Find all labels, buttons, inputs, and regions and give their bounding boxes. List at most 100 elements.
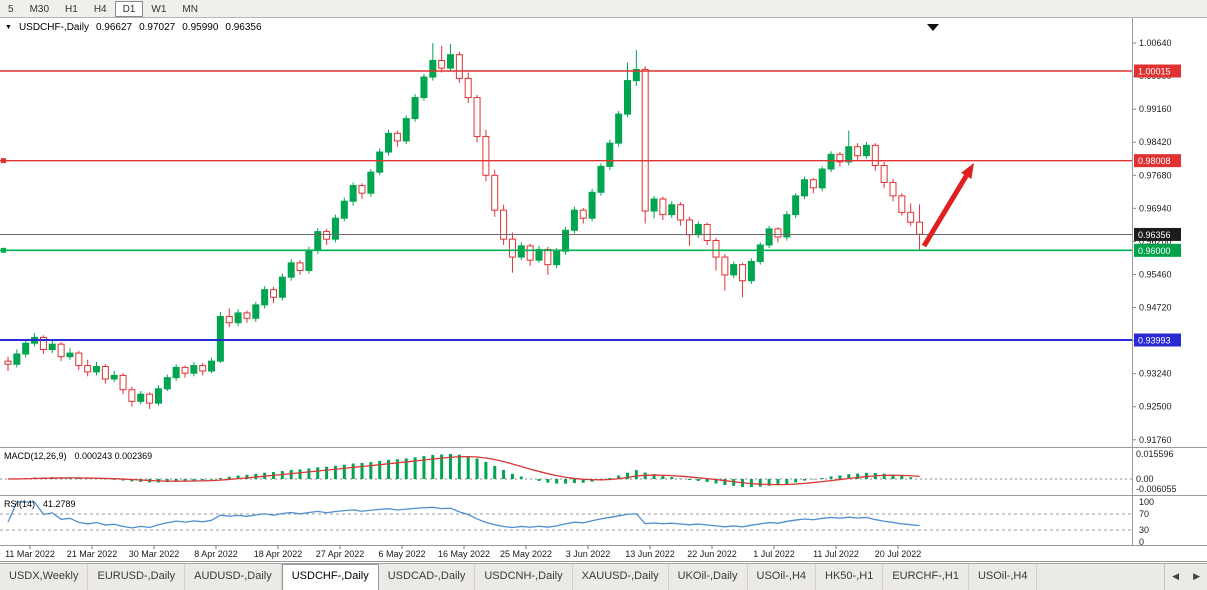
candle-body (712, 240, 720, 258)
symbol-title: USDCHF-,Daily (18, 22, 89, 33)
x-axis-label: 16 May 2022 (438, 549, 490, 559)
candle-body (570, 209, 578, 231)
candle-body (747, 261, 755, 282)
scroll-to-end-marker[interactable] (927, 24, 939, 31)
candle-body (836, 153, 844, 163)
candle-body (393, 132, 401, 142)
candle-body (801, 179, 808, 197)
candle-body (252, 304, 260, 319)
tab-ukoil-daily[interactable]: UKOil-,Daily (669, 564, 748, 590)
candle-body (606, 142, 614, 167)
candle-body (641, 68, 649, 212)
price-tags: 1.00015 0.98008 0.96356 0.96000 0.93993 (1134, 64, 1181, 347)
macd-axis-label: -0.006055 (1136, 484, 1177, 494)
rsi-axis-label: 70 (1139, 509, 1149, 519)
tab-usoil-h4[interactable]: USOil-,H4 (748, 564, 817, 590)
candle-body (420, 76, 428, 99)
tab-scroll-left-button[interactable]: ◀ (1172, 571, 1180, 581)
tab-usdx-weekly[interactable]: USDX,Weekly (0, 564, 89, 590)
tab-eurusd-daily[interactable]: EURUSD-,Daily (88, 564, 186, 590)
x-axis-label: 27 Apr 2022 (316, 549, 365, 559)
arrow-head[interactable] (961, 163, 974, 179)
tab-usoil-h4[interactable]: USOil-,H4 (969, 564, 1038, 590)
candle-body (517, 245, 525, 258)
candle-body (331, 217, 339, 240)
tab-eurchf-h1[interactable]: EURCHF-,H1 (883, 564, 969, 590)
arrow-shaft[interactable] (921, 174, 969, 248)
candle-body (349, 185, 357, 202)
candle-body (376, 151, 384, 173)
candle-body (818, 168, 826, 189)
candle-body (402, 118, 410, 142)
tab-usdcad-daily[interactable]: USDCAD-,Daily (379, 564, 476, 590)
tab-usdcnh-daily[interactable]: USDCNH-,Daily (475, 564, 573, 590)
candle-body (783, 214, 791, 238)
candles-layer (4, 43, 924, 409)
timeframe-button-w1[interactable]: W1 (151, 3, 167, 15)
candle-body (659, 198, 667, 216)
chart-header: ▼ USDCHF-,Daily 0.96627 0.97027 0.95990 … (5, 22, 262, 33)
candle-body (340, 200, 348, 219)
candle-body (650, 198, 658, 212)
price-tag-0.98008 (1134, 154, 1181, 168)
x-axis-label: 20 Jul 2022 (875, 549, 922, 559)
candle-body (677, 204, 685, 221)
candle-body (66, 352, 74, 358)
ohlc-high: 0.97027 (139, 22, 176, 33)
timeframe-button-m30[interactable]: M30 (29, 3, 50, 15)
candle-body (172, 366, 180, 379)
macd-indicator-label: MACD(12,26,9) 0.000243 0.002369 (4, 451, 152, 461)
tab-hk50-h1[interactable]: HK50-,H1 (816, 564, 884, 590)
candle-body (792, 195, 800, 216)
candle-body (508, 238, 516, 258)
candle-body (464, 77, 472, 99)
timeframe-button-5[interactable]: 5 (8, 3, 14, 15)
rsi-axis-label: 30 (1139, 525, 1149, 535)
rsi-line (7, 501, 920, 529)
candle-body (473, 97, 481, 137)
rsi-panel: 100 70 30 0 (0, 497, 1154, 547)
arrow-annotation[interactable] (921, 163, 974, 248)
timeframe-toolbar: 5 M30 H1 H4 D1 W1 MN (0, 0, 1207, 18)
hline-handle[interactable] (1, 247, 6, 253)
x-axis-label: 6 May 2022 (378, 549, 425, 559)
candle-body (535, 248, 543, 261)
candle-body (84, 365, 92, 373)
candle-body (685, 219, 693, 236)
candle-body (562, 229, 570, 252)
candle-body (39, 336, 47, 351)
rsi-title: RSI(14) (4, 499, 36, 509)
tab-audusd-daily[interactable]: AUDUSD-,Daily (185, 564, 282, 590)
price-tag-0.96000 (1134, 243, 1181, 257)
candle-body (845, 146, 853, 163)
macd-axis-label: 0.00 (1136, 474, 1154, 484)
x-axis-label: 11 Mar 2022 (5, 549, 55, 559)
rsi-axis-label: 0 (1139, 537, 1144, 547)
y-axis-label: 0.91760 (1139, 435, 1172, 445)
timeframe-button-h1[interactable]: H1 (65, 3, 78, 15)
timeframe-button-mn[interactable]: MN (182, 3, 198, 15)
tab-scroll-right-button[interactable]: ▶ (1193, 571, 1200, 581)
candle-body (216, 315, 224, 362)
ohlc-close: 0.96356 (225, 22, 262, 33)
timeframe-button-d1[interactable]: D1 (114, 0, 144, 17)
chevron-down-icon[interactable]: ▼ (5, 23, 12, 31)
candle-body (225, 315, 233, 324)
tab-xauusd-daily[interactable]: XAUUSD-,Daily (573, 564, 669, 590)
hline-handle[interactable] (1, 158, 6, 164)
candle-body (615, 113, 623, 144)
candle-body (447, 54, 454, 69)
macd-values: 0.000243 0.002369 (74, 451, 153, 461)
price-tag-label: 0.93993 (1138, 336, 1171, 346)
y-axis-label: 0.97680 (1139, 170, 1172, 180)
timeframe-button-h4[interactable]: H4 (93, 3, 107, 15)
candle-body (234, 312, 242, 324)
candle-body (305, 249, 313, 271)
candle-body (163, 377, 171, 390)
candle-body (358, 185, 366, 194)
candle-body (668, 204, 676, 216)
ohlc-low: 0.95990 (182, 22, 219, 33)
tab-usdchf-daily[interactable]: USDCHF-,Daily (281, 564, 379, 590)
